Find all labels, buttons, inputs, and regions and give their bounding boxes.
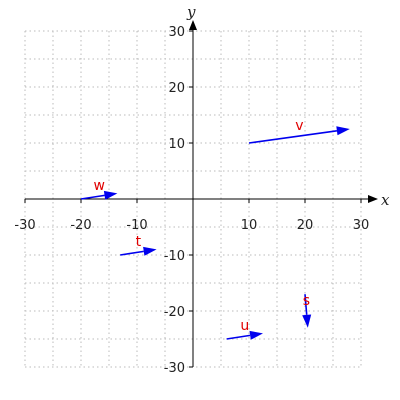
vector-w: w	[80, 178, 118, 200]
ticks: -30 -20 -10 10 20 30 -30 -20 -10 10 20 30	[14, 25, 369, 376]
vector-arrowhead	[249, 330, 263, 340]
axes: x y	[25, 3, 390, 367]
y-tick-label: 30	[168, 25, 185, 40]
vector-label: v	[295, 118, 303, 134]
y-axis-label: y	[186, 3, 196, 21]
vector-arrowhead	[103, 190, 118, 200]
y-tick-label: 10	[168, 137, 185, 152]
y-tick-label: -20	[164, 305, 185, 320]
y-tick-label: 20	[168, 81, 185, 96]
vector-arrowhead	[143, 246, 157, 256]
vector-shaft	[80, 194, 105, 200]
vector-t: t	[120, 234, 157, 256]
vector-shaft	[226, 334, 251, 340]
x-tick-label: 30	[353, 218, 370, 233]
vectors: v w t s u	[80, 118, 350, 340]
vector-u: u	[226, 318, 263, 340]
vector-shaft	[248, 129, 338, 144]
vector-label: w	[93, 178, 104, 194]
vector-shaft	[304, 294, 308, 315]
vector-label: s	[303, 293, 310, 309]
x-tick-label: 10	[241, 218, 258, 233]
x-tick-label: -20	[70, 218, 91, 233]
vector-label: u	[240, 318, 249, 334]
x-axis-label: x	[381, 191, 390, 209]
x-tick-label: -30	[14, 218, 35, 233]
y-tick-label: -30	[164, 361, 185, 376]
vector-arrowhead	[302, 314, 312, 328]
x-tick-label: -10	[126, 218, 147, 233]
vector-arrowhead	[336, 126, 350, 136]
x-tick-label: 20	[297, 218, 314, 233]
y-tick-label: -10	[164, 249, 185, 264]
vector-s: s	[302, 293, 312, 328]
vector-label: t	[136, 234, 142, 250]
vector-v: v	[248, 118, 350, 144]
vector-shaft	[120, 250, 144, 256]
